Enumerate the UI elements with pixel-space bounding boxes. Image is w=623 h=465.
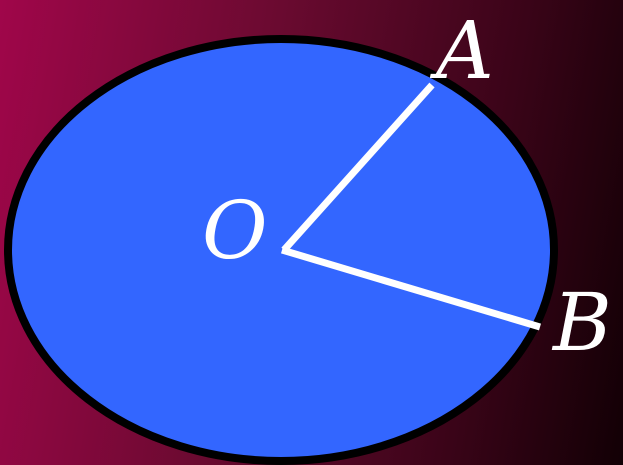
circle — [4, 35, 558, 465]
radius-ob — [280, 246, 542, 331]
label-point-b: B — [551, 276, 612, 369]
label-center-o: O — [202, 184, 268, 277]
radius-oa — [281, 82, 435, 253]
label-point-a: A — [429, 4, 494, 97]
